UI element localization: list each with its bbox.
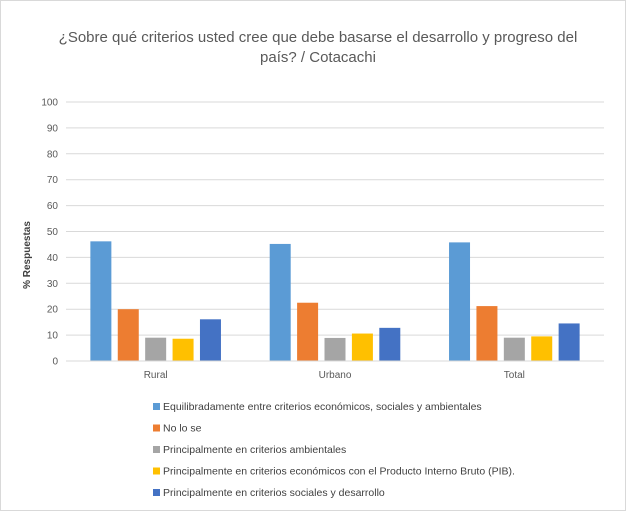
y-tick-label: 100 xyxy=(41,98,58,109)
bar-total-series-1 xyxy=(449,242,471,361)
bar-urbano-series-5 xyxy=(379,327,401,361)
bar-total-series-3 xyxy=(503,337,525,361)
x-tick-label: Urbano xyxy=(319,370,352,381)
legend-swatch-4 xyxy=(153,467,160,475)
bar-rural-series-1 xyxy=(90,241,112,361)
y-tick-label: 90 xyxy=(47,123,59,134)
legend: Equilibradamente entre criterios económi… xyxy=(153,401,515,499)
y-tick-label: 80 xyxy=(47,149,59,160)
x-tick-label: Rural xyxy=(144,370,168,381)
y-tick-label: 30 xyxy=(47,279,59,290)
chart-title-line-2: país? / Cotacachi xyxy=(260,49,376,66)
bar-urbano-series-4 xyxy=(351,333,373,361)
legend-swatch-5 xyxy=(153,489,160,496)
y-tick-label: 10 xyxy=(47,331,59,342)
legend-label-4: Principalmente en criterios económicos c… xyxy=(163,466,515,478)
y-tick-labels: 0 10 20 30 40 50 60 70 80 90 100 xyxy=(41,98,58,368)
legend-swatch-1 xyxy=(153,403,160,410)
y-tick-label: 40 xyxy=(47,253,59,264)
legend-swatch-3 xyxy=(153,446,160,453)
legend-label-1: Equilibradamente entre criterios económi… xyxy=(163,401,482,413)
legend-swatch-2 xyxy=(153,424,160,432)
bar-rural-series-4 xyxy=(172,338,194,361)
bar-rural-series-3 xyxy=(145,337,167,361)
legend-label-2: No lo se xyxy=(163,423,202,435)
legend-label-3: Principalmente en criterios ambientales xyxy=(163,444,346,456)
x-tick-labels: Rural Urbano Total xyxy=(144,370,525,381)
bar-urbano-series-2 xyxy=(297,302,319,361)
bars xyxy=(90,241,580,361)
bar-total-series-2 xyxy=(476,306,498,361)
y-axis-label: % Respuestas xyxy=(22,221,33,289)
bar-urbano-series-3 xyxy=(324,337,346,361)
y-tick-label: 50 xyxy=(47,227,59,238)
chart-title-line-1: ¿Sobre qué criterios usted cree que debe… xyxy=(59,29,578,46)
bar-total-series-4 xyxy=(531,336,553,361)
y-tick-label: 70 xyxy=(47,175,59,186)
bar-rural-series-5 xyxy=(199,319,221,361)
gridlines xyxy=(66,101,604,336)
bar-total-series-5 xyxy=(558,323,580,361)
y-tick-label: 60 xyxy=(47,201,59,212)
bar-urbano-series-1 xyxy=(269,243,291,361)
x-tick-label: Total xyxy=(504,370,525,381)
legend-label-5: Principalmente en criterios sociales y d… xyxy=(163,487,385,499)
y-tick-label: 0 xyxy=(52,357,58,368)
bar-rural-series-2 xyxy=(117,309,139,361)
y-tick-label: 20 xyxy=(47,305,59,316)
